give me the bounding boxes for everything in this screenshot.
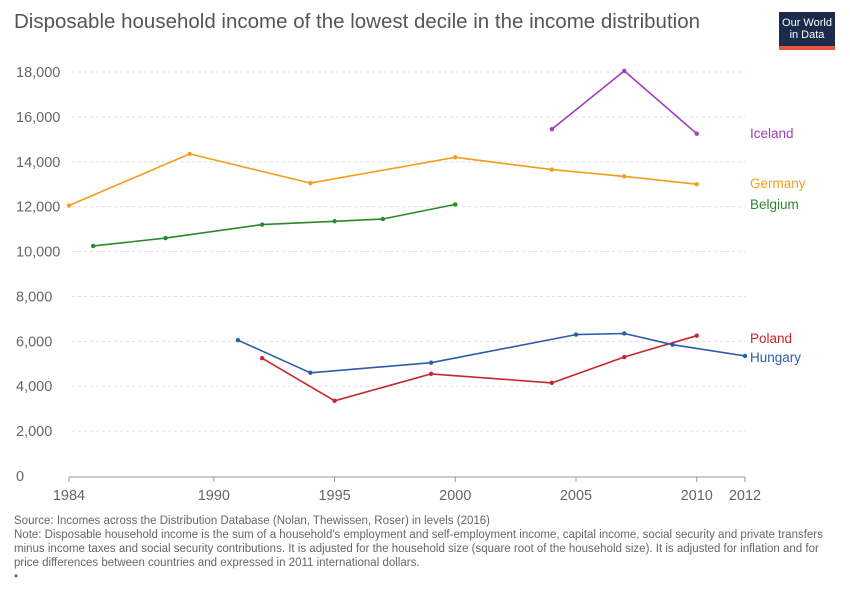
data-point-iceland: [622, 68, 627, 74]
line-chart: 0 2,000 4,000 6,000 8,000 10,000 12,000 14,000 1…: [16, 65, 806, 504]
logo-line-2: in Data: [789, 29, 825, 41]
data-point-hungary: [235, 338, 241, 343]
data-point-hungary: [308, 370, 313, 375]
data-point-poland: [622, 354, 627, 360]
x-tick-label: 1984: [53, 488, 85, 504]
data-point-germany: [549, 167, 555, 172]
data-point-belgium: [380, 216, 386, 222]
x-tick-label: 1990: [198, 488, 230, 504]
data-point-iceland: [549, 127, 555, 132]
x-tick-label: 2010: [681, 488, 713, 504]
note-text: Note: Disposable household income is the…: [14, 529, 823, 569]
series-label-iceland: Iceland: [750, 126, 794, 141]
x-tick-label: 2012: [729, 488, 761, 504]
data-point-hungary: [622, 331, 627, 336]
data-point-germany: [187, 151, 192, 157]
data-point-germany: [308, 180, 313, 186]
y-tick-label: 4,000: [16, 379, 52, 395]
y-tick-label: 18,000: [16, 65, 60, 81]
series-label-poland: Poland: [750, 331, 792, 346]
data-point-hungary: [573, 332, 579, 337]
data-point-germany: [622, 174, 627, 179]
x-tick-label: 1995: [318, 488, 350, 504]
data-point-poland: [549, 380, 555, 386]
data-point-germany: [453, 155, 458, 160]
footer-bullet: •: [14, 571, 19, 583]
data-point-belgium: [453, 202, 458, 207]
data-point-belgium: [332, 219, 337, 224]
data-point-belgium: [90, 243, 96, 249]
y-tick-label: 6,000: [16, 334, 52, 350]
series-line-poland: [261, 334, 697, 402]
axis-layer: [68, 476, 746, 482]
series-line-belgium: [93, 203, 456, 247]
label-layer: 0 2,000 4,000 6,000 8,000 10,000 12,000 14,000 1…: [16, 65, 806, 504]
series-line-iceland: [551, 70, 698, 135]
data-point-hungary: [742, 353, 748, 359]
y-tick-label: 12,000: [16, 200, 60, 216]
series-layer: [66, 68, 748, 404]
data-point-germany: [694, 182, 699, 187]
data-point-poland: [428, 371, 434, 377]
x-tick-label: 2005: [560, 488, 592, 504]
data-point-hungary: [428, 360, 434, 365]
data-point-belgium: [259, 222, 265, 227]
grid-layer: [72, 71, 745, 432]
series-label-hungary: Hungary: [750, 350, 801, 365]
series-line-hungary: [237, 332, 746, 374]
data-point-poland: [259, 355, 265, 361]
series-label-germany: Germany: [750, 176, 806, 191]
y-tick-label: 8,000: [16, 289, 52, 305]
y-tick-label: 2,000: [16, 424, 52, 440]
logo-accent-bar: [779, 46, 835, 50]
data-point-iceland: [694, 131, 699, 136]
source-text: Source: Incomes across the Distribution …: [14, 515, 490, 527]
y-tick-label: 0: [16, 469, 24, 485]
series-label-belgium: Belgium: [750, 197, 799, 212]
data-point-hungary: [670, 342, 675, 347]
chart-title: Disposable household income of the lowes…: [14, 10, 701, 33]
data-point-germany: [66, 203, 72, 208]
y-tick-label: 14,000: [16, 155, 60, 171]
logo-line-1: Our World: [782, 17, 832, 29]
data-point-belgium: [163, 235, 168, 241]
x-tick-label: 2000: [439, 488, 471, 504]
owid-logo[interactable]: Our World in Data: [779, 12, 835, 50]
data-point-poland: [694, 333, 699, 338]
y-tick-label: 10,000: [16, 245, 60, 261]
y-tick-label: 16,000: [16, 110, 60, 126]
data-point-poland: [332, 398, 337, 404]
chart-footer: Source: Incomes across the Distribution …: [14, 514, 840, 584]
